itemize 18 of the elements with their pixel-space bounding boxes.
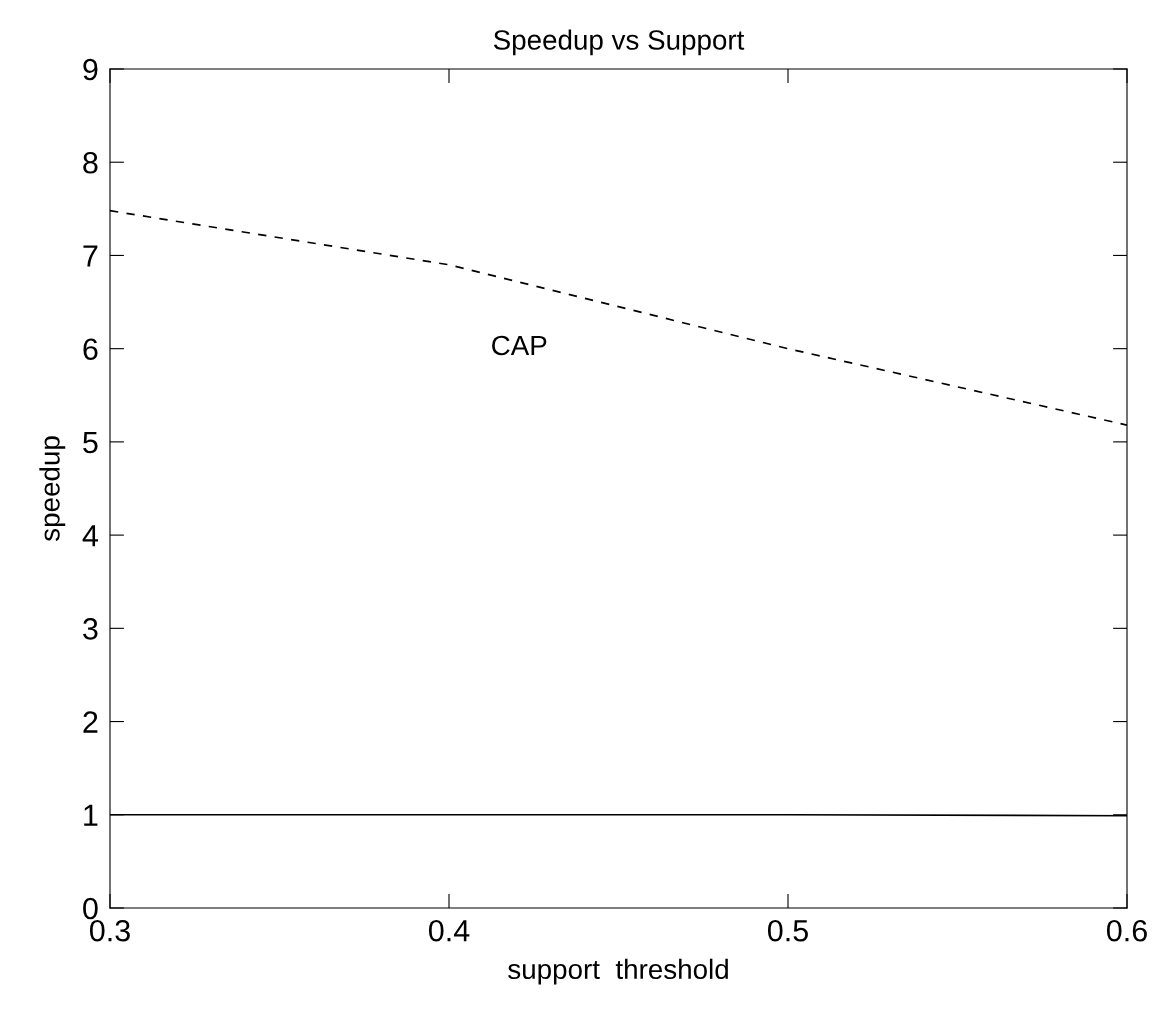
y-tick-label: 7 [83, 245, 98, 267]
y-tick-label: 0 [83, 897, 98, 920]
y-tick-label: 3 [83, 618, 98, 640]
y-tick-label: 6 [83, 338, 98, 361]
y-tick-label: 4 [82, 525, 98, 547]
x-axis-title: support threshold [508, 958, 728, 985]
y-tick-label: 5 [83, 431, 98, 454]
y-tick-label: 8 [83, 151, 98, 174]
series-label: CAP [492, 335, 547, 356]
y-tick-label: 1 [84, 804, 98, 826]
x-tick-label: 0.3 [89, 919, 130, 942]
y-tick-label: 9 [83, 58, 98, 81]
y-axis-title: speedup [39, 436, 66, 542]
x-tick-label: 0.4 [428, 919, 470, 942]
x-tick-label: 0.6 [1106, 919, 1147, 942]
x-tick-label: 0.5 [767, 919, 808, 942]
y-tick-label: 2 [83, 711, 98, 733]
chart-title: Speedup vs Support [493, 29, 745, 56]
